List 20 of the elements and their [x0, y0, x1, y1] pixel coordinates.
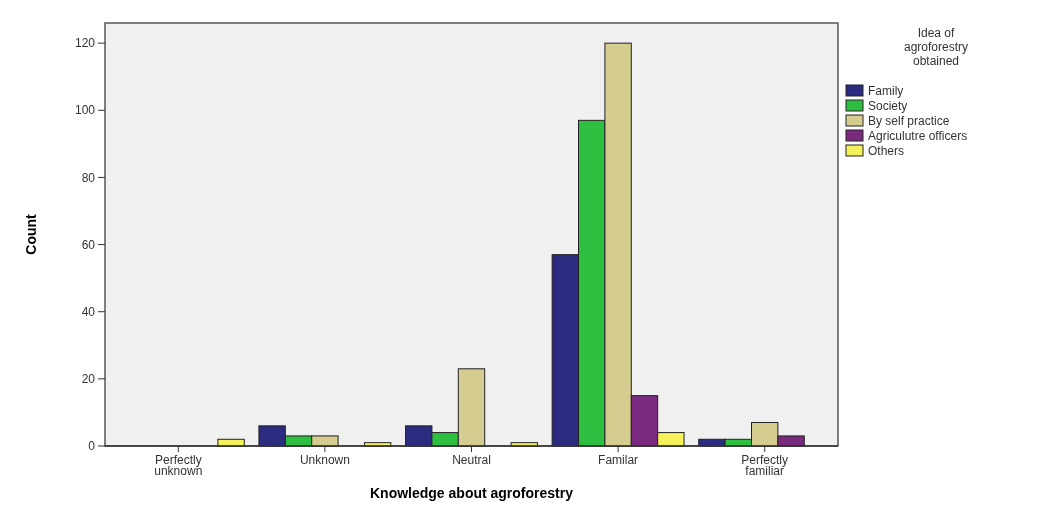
x-axis-title: Knowledge about agroforestry [369, 485, 574, 501]
y-axis-title: Count [23, 213, 39, 255]
legend-label: Others [868, 143, 905, 158]
legend-title: Idea of agroforestry obtained [903, 26, 969, 68]
legend-label: Family [868, 83, 904, 98]
y-tick-label: 20 [81, 372, 96, 387]
x-tick-label: Unknown [299, 453, 350, 467]
legend-label: Society [868, 98, 908, 113]
y-tick-label: 120 [74, 36, 96, 51]
y-tick-label: 40 [81, 304, 96, 319]
x-tick-label: Perfectly unknown [154, 453, 203, 478]
legend-label: Agriculutre officers [868, 128, 968, 143]
y-tick-label: 100 [74, 103, 96, 118]
legend-label: By self practice [868, 113, 950, 128]
y-tick-label: 0 [88, 439, 96, 454]
y-tick-label: 60 [81, 237, 96, 252]
y-tick-label: 80 [81, 170, 96, 185]
x-tick-label: Neutral [452, 453, 491, 467]
x-tick-label: Familar [598, 453, 639, 467]
x-tick-label: Perfectly familiar [741, 453, 789, 478]
